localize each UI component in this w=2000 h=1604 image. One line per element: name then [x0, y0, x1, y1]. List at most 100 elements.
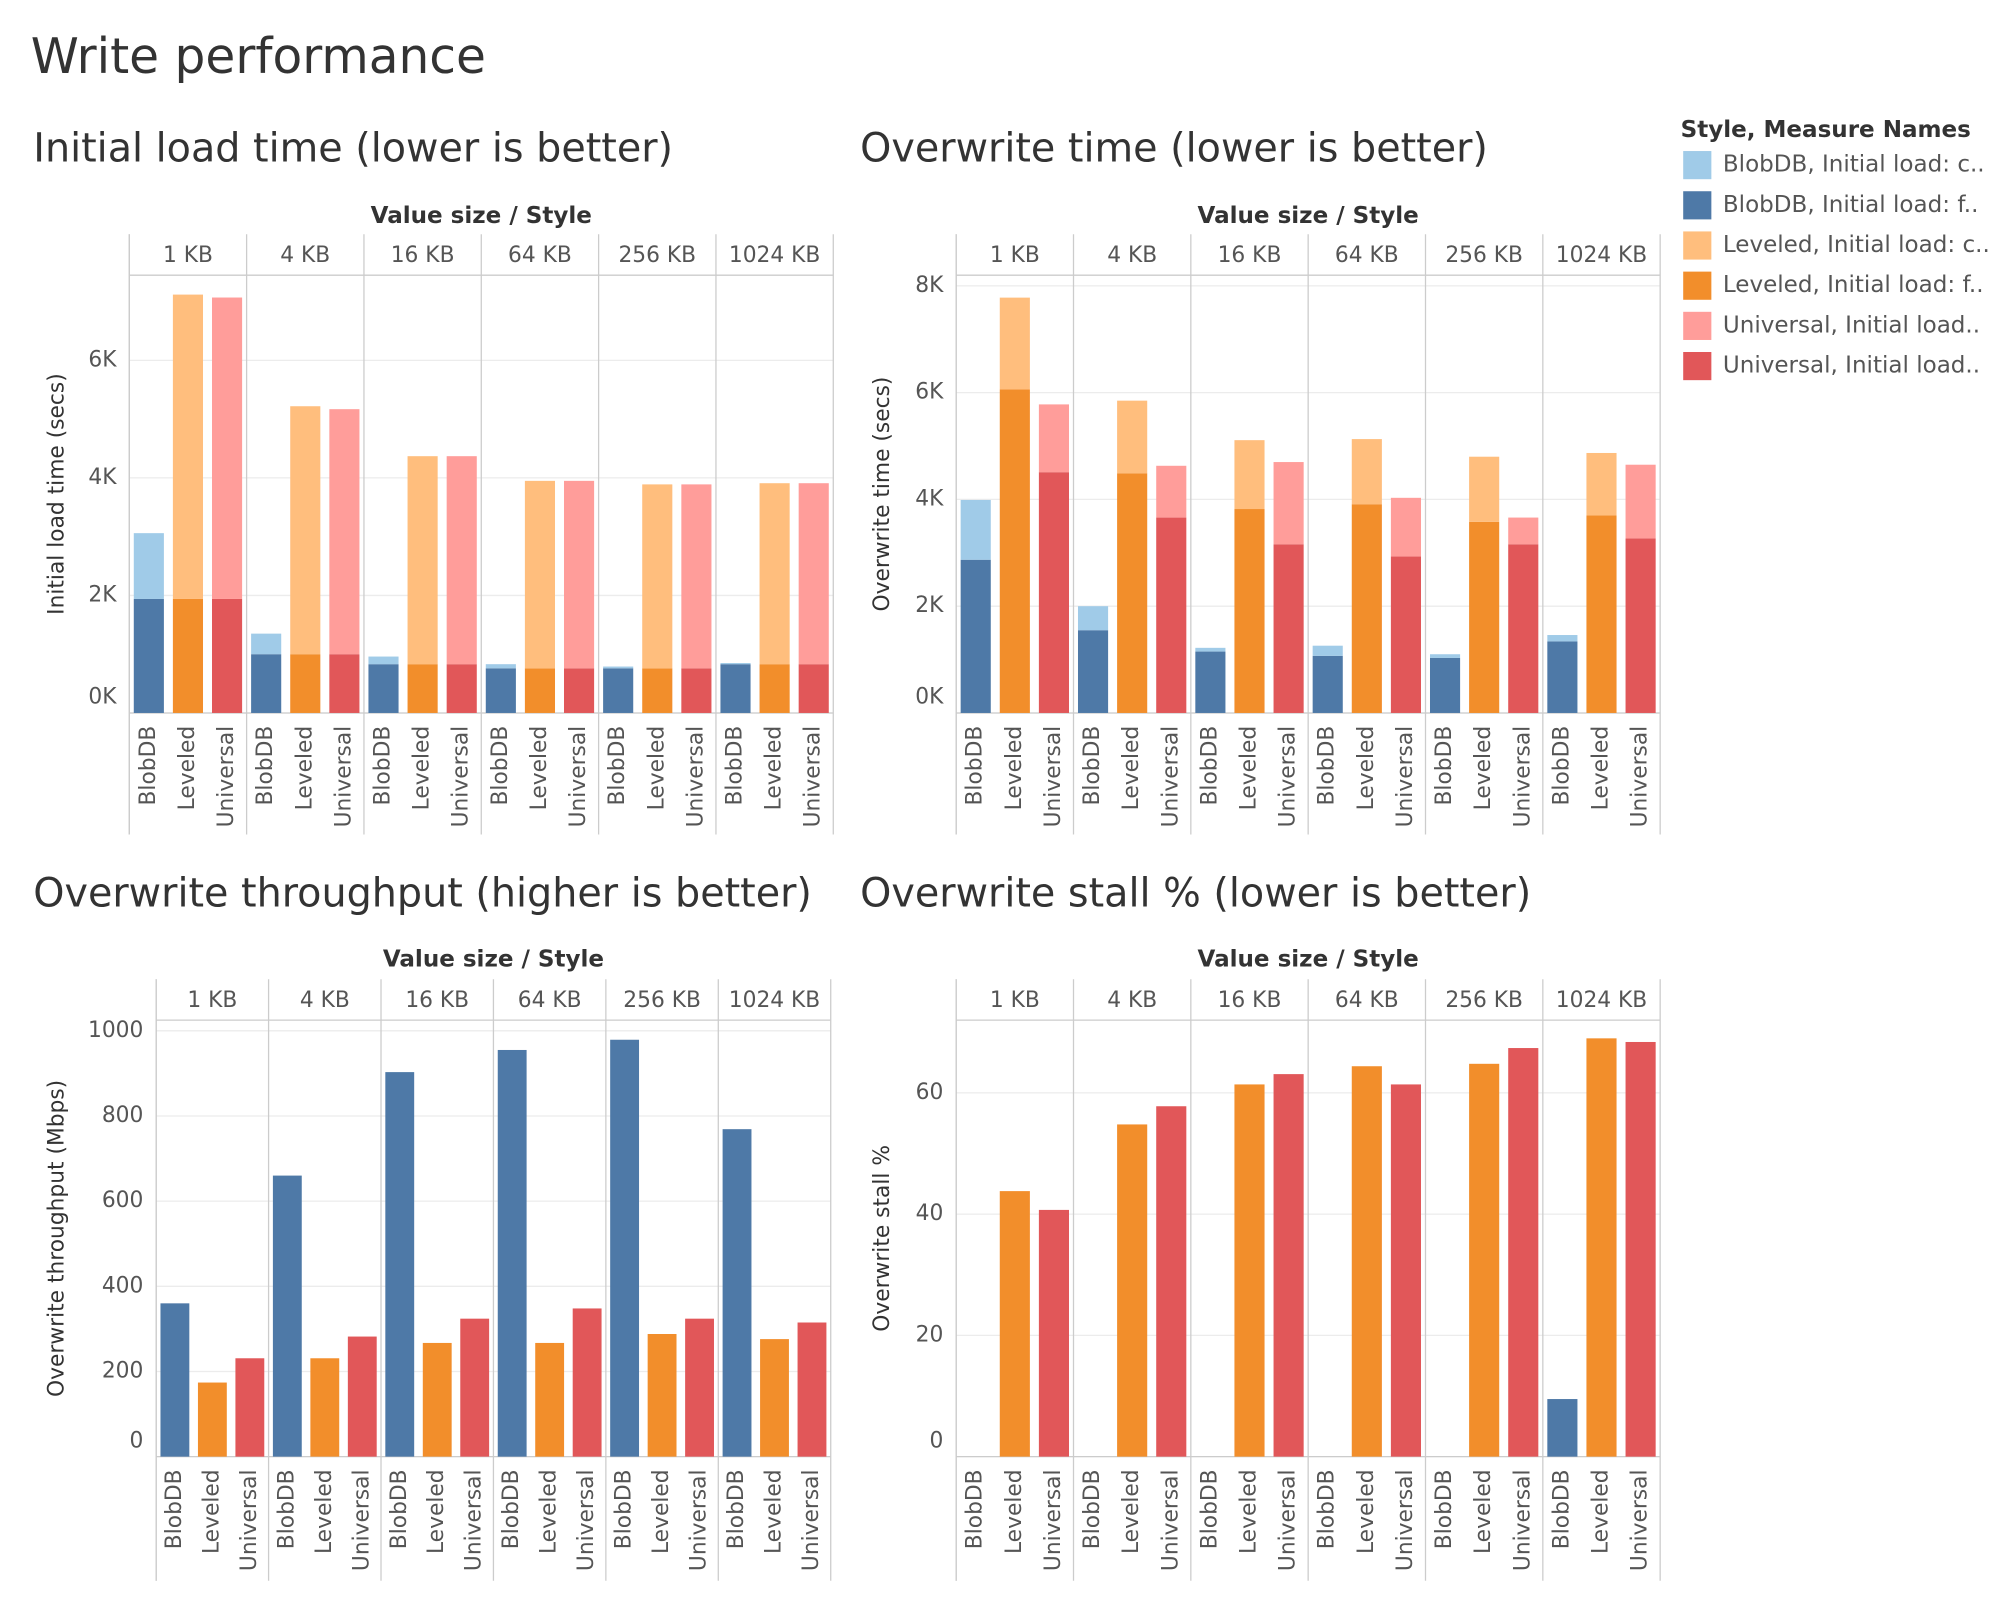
bar	[999, 297, 1030, 390]
group-label: BlobDB	[274, 1469, 299, 1549]
group-label: Leveled	[762, 726, 787, 811]
group-label: BlobDB	[1432, 1469, 1457, 1549]
bar	[1625, 1041, 1656, 1457]
group-label: BlobDB	[1080, 726, 1105, 806]
group-label: BlobDB	[1197, 1469, 1222, 1549]
group-label: Universal	[683, 726, 708, 828]
bar	[1390, 497, 1421, 557]
group-label: Leveled	[1002, 726, 1027, 811]
category-label: 4 KB	[280, 243, 330, 268]
bar	[407, 664, 438, 713]
legend-swatch	[1683, 271, 1712, 300]
group-label: Leveled	[1236, 726, 1261, 811]
bar	[535, 1342, 565, 1457]
bar	[610, 1039, 640, 1457]
bar	[329, 654, 360, 713]
group-label: Leveled	[1588, 726, 1613, 811]
bar	[329, 409, 360, 655]
legend-swatch	[1683, 151, 1712, 180]
legend-swatch	[1683, 311, 1712, 340]
group-label: Leveled	[1119, 1469, 1144, 1554]
legend-label: Universal, Initial load..	[1723, 312, 1980, 338]
y-axis-label: Initial load time (secs)	[45, 373, 70, 615]
group-label: Leveled	[537, 1469, 562, 1554]
group-label: Universal	[574, 1469, 599, 1571]
bar	[603, 666, 634, 669]
bar	[446, 456, 477, 665]
bar	[1156, 1106, 1187, 1457]
group-label: Leveled	[424, 1469, 449, 1554]
group-label: Leveled	[1002, 1469, 1027, 1554]
category-label: 1024 KB	[729, 988, 820, 1013]
group-label: Universal	[801, 726, 826, 828]
bar	[960, 559, 991, 713]
x-header: Value size / Style	[383, 947, 604, 973]
y-tick-label: 1000	[88, 1018, 143, 1043]
bar	[172, 294, 204, 599]
bar	[1312, 655, 1343, 713]
y-tick-label: 40	[916, 1201, 944, 1226]
bar	[1195, 647, 1226, 652]
y-tick-label: 0	[930, 1428, 944, 1453]
bar	[1273, 1074, 1304, 1457]
group-label: BlobDB	[253, 726, 278, 806]
group-label: Leveled	[1354, 1469, 1379, 1554]
bar	[133, 533, 164, 599]
bar	[172, 598, 204, 713]
y-tick-label: 0K	[88, 685, 117, 710]
category-label: 1 KB	[187, 988, 237, 1013]
bar	[524, 668, 556, 713]
category-label: 64 KB	[1335, 243, 1399, 268]
y-tick-label: 6K	[915, 380, 944, 405]
y-tick-label: 800	[102, 1103, 144, 1128]
bar	[1195, 651, 1226, 713]
category-label: 64 KB	[1335, 988, 1399, 1013]
bar	[272, 1175, 302, 1457]
bar	[1234, 509, 1265, 713]
bar	[460, 1318, 490, 1457]
category-label: 1024 KB	[1556, 988, 1647, 1013]
bar	[797, 1322, 827, 1457]
legend-label: Leveled, Initial load: c..	[1723, 232, 1990, 258]
group-label: BlobDB	[612, 1469, 637, 1549]
y-tick-label: 60	[916, 1080, 944, 1105]
bar	[368, 664, 399, 713]
bar	[446, 664, 477, 713]
group-label: BlobDB	[1432, 726, 1457, 806]
category-label: 1 KB	[990, 243, 1040, 268]
bar	[1038, 472, 1069, 713]
bar	[1077, 630, 1109, 713]
bar	[212, 598, 243, 713]
x-header: Value size / Style	[1198, 947, 1419, 973]
group-label: Universal	[1510, 726, 1535, 828]
bar	[960, 499, 991, 560]
bar	[235, 1358, 265, 1457]
group-label: Universal	[1393, 1469, 1418, 1571]
chart-title: Overwrite throughput (higher is better)	[33, 871, 812, 917]
bar	[1117, 1124, 1148, 1457]
group-label: Universal	[1628, 726, 1653, 828]
bar	[759, 483, 790, 665]
group-label: Universal	[799, 1469, 824, 1571]
group-label: BlobDB	[1549, 1469, 1574, 1549]
bar	[642, 484, 673, 669]
bar	[1351, 1066, 1382, 1457]
group-label: Universal	[1158, 1469, 1183, 1571]
bar	[290, 654, 321, 713]
bar	[1586, 1038, 1617, 1457]
bar	[1351, 504, 1382, 713]
page-title: Write performance	[31, 29, 486, 85]
x-header: Value size / Style	[1198, 203, 1419, 229]
group-label: BlobDB	[387, 1469, 412, 1549]
bar	[647, 1333, 677, 1457]
bar	[1508, 517, 1539, 545]
bar	[1625, 538, 1656, 713]
y-tick-label: 600	[102, 1188, 144, 1213]
group-label: BlobDB	[1080, 1469, 1105, 1549]
group-label: Universal	[462, 1469, 487, 1571]
bar	[407, 456, 438, 665]
bar	[1429, 657, 1461, 713]
category-label: 64 KB	[518, 988, 582, 1013]
y-tick-label: 400	[102, 1273, 144, 1298]
